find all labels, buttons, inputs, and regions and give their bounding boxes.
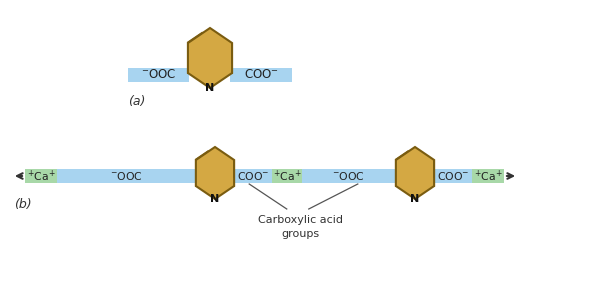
Text: $^{-}$OOC: $^{-}$OOC xyxy=(110,170,142,182)
FancyBboxPatch shape xyxy=(128,68,189,82)
Text: N: N xyxy=(211,194,220,204)
Text: (b): (b) xyxy=(14,198,31,211)
Text: COO$^{-}$: COO$^{-}$ xyxy=(437,170,469,182)
Text: $^{-}$OOC: $^{-}$OOC xyxy=(141,69,176,81)
Text: Carboxylic acid
groups: Carboxylic acid groups xyxy=(258,215,343,239)
Text: N: N xyxy=(205,83,215,93)
Text: N: N xyxy=(410,194,420,204)
FancyBboxPatch shape xyxy=(302,169,395,183)
Text: COO$^{-}$: COO$^{-}$ xyxy=(237,170,269,182)
Text: $^{+}$Ca$^{+}$: $^{+}$Ca$^{+}$ xyxy=(27,168,56,184)
FancyBboxPatch shape xyxy=(472,169,504,183)
Text: $^{+}$Ca$^{+}$: $^{+}$Ca$^{+}$ xyxy=(273,168,301,184)
FancyBboxPatch shape xyxy=(234,169,272,183)
FancyBboxPatch shape xyxy=(25,169,57,183)
FancyBboxPatch shape xyxy=(434,169,472,183)
Text: $^{-}$OOC: $^{-}$OOC xyxy=(332,170,365,182)
Text: $^{+}$Ca$^{+}$: $^{+}$Ca$^{+}$ xyxy=(474,168,502,184)
Polygon shape xyxy=(196,147,234,199)
FancyBboxPatch shape xyxy=(57,169,195,183)
Polygon shape xyxy=(396,147,434,199)
Text: (a): (a) xyxy=(128,95,145,108)
Text: COO$^{-}$: COO$^{-}$ xyxy=(244,69,278,81)
Polygon shape xyxy=(188,28,232,88)
FancyBboxPatch shape xyxy=(230,68,292,82)
FancyBboxPatch shape xyxy=(272,169,302,183)
